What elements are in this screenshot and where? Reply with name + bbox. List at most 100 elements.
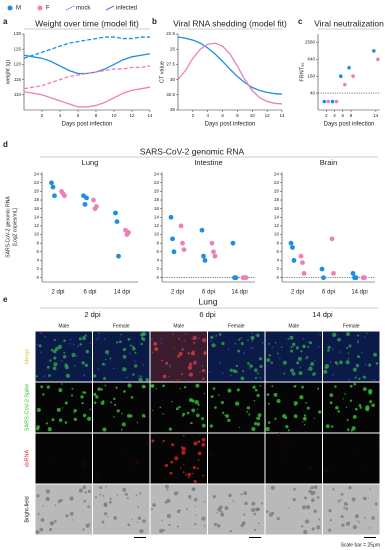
micrograph-detail (371, 403, 375, 408)
x-tick-label: 6 dpi (83, 290, 96, 296)
x-tick-label: 6 (342, 113, 345, 118)
micrograph-detail (171, 400, 173, 403)
micrograph-detail (104, 384, 107, 387)
micrograph-detail (83, 500, 86, 503)
micrograph-detail (323, 369, 328, 374)
micrograph-detail (162, 374, 167, 379)
micrograph-detail (164, 463, 169, 468)
micrograph-detail (151, 508, 154, 511)
micrograph-detail (253, 422, 258, 426)
micrograph-detail (182, 412, 186, 416)
micrograph-detail (99, 493, 102, 496)
micrograph-detail (106, 516, 109, 518)
micrograph-detail (57, 499, 62, 504)
micrograph-detail (50, 348, 54, 352)
micrograph-detail (369, 400, 373, 404)
micrograph-detail (84, 363, 89, 367)
y-tick-label: 4 (276, 258, 279, 263)
micrograph-detail (83, 374, 86, 377)
chart-title: Viral neutralization (314, 18, 384, 28)
y-tick-label: 160 (307, 73, 315, 78)
micrograph-detail (232, 500, 235, 502)
micrograph-detail (195, 514, 198, 517)
micrograph-detail (330, 425, 334, 428)
micrograph-detail (349, 384, 353, 388)
micrograph-detail (317, 345, 320, 348)
micrograph-detail (270, 361, 274, 365)
micrograph-detail (347, 358, 350, 360)
micrograph-detail (70, 338, 72, 341)
point (201, 253, 206, 259)
micrograph-detail (268, 342, 271, 345)
micrograph-detail (254, 388, 258, 392)
micrograph-detail (348, 378, 351, 381)
micrograph-detail (359, 406, 362, 409)
micrograph-detail (345, 406, 348, 408)
micrograph-detail (261, 341, 264, 344)
micrograph-detail (188, 374, 190, 376)
micrograph-detail (259, 357, 263, 361)
micrograph-detail (214, 406, 217, 409)
micrograph-detail (97, 337, 100, 339)
micrograph-detail (222, 372, 224, 375)
x-tick-label: 10 (250, 113, 256, 118)
micrograph-detail (40, 385, 44, 389)
x-tick-label: 6 (221, 113, 224, 118)
micrograph-detail (358, 377, 361, 380)
micrograph-detail (101, 520, 105, 524)
y-tick-label: 120 (13, 62, 21, 67)
micrograph (93, 382, 150, 433)
micrograph-detail (368, 365, 370, 368)
micrograph-detail (245, 477, 248, 480)
micrograph (323, 484, 380, 535)
micrograph-detail (308, 489, 312, 493)
legend-marker (7, 5, 13, 11)
x-tick-label: 14 dpi (231, 290, 247, 296)
y-tick-label: 115 (14, 77, 22, 82)
micrograph-detail (357, 355, 360, 359)
micrograph-detail (313, 491, 316, 494)
line-series (23, 36, 150, 59)
micrograph-detail (216, 512, 218, 514)
micrograph-detail (360, 351, 363, 354)
micrograph-detail (78, 337, 82, 341)
micrograph-detail (349, 399, 353, 402)
y-tick-label: 6 (276, 249, 279, 254)
chart-title: Weight over time (model fit) (35, 18, 139, 28)
micrograph-detail (132, 374, 135, 377)
micrograph-detail (101, 362, 105, 366)
micrograph-detail (53, 362, 58, 367)
micrograph-detail (353, 382, 357, 386)
micrograph-detail (257, 413, 262, 418)
micrograph-detail (362, 387, 367, 392)
micrograph-detail (192, 487, 196, 491)
micrograph-detail (221, 341, 225, 346)
micrograph-detail (96, 472, 100, 477)
micrograph-detail (162, 384, 165, 388)
micrograph-detail (253, 528, 257, 532)
micrograph-detail (83, 391, 87, 394)
micrograph-detail (100, 401, 105, 405)
micrograph-detail (45, 496, 50, 502)
micrograph-detail (177, 354, 181, 358)
micrograph-detail (337, 337, 341, 342)
micrograph-detail (271, 511, 275, 515)
micrograph-detail (186, 508, 189, 510)
micrograph-detail (274, 417, 277, 420)
micrograph-detail (187, 365, 193, 370)
micrograph-detail (133, 463, 136, 467)
micrograph-detail (311, 527, 315, 531)
y-tick-label: 2 (36, 266, 39, 271)
micrograph-detail (327, 345, 331, 349)
y-tick-label: 12 (154, 223, 160, 228)
micrograph-detail (201, 516, 206, 521)
micrograph-detail (154, 347, 159, 352)
y-tick-label: 12 (34, 223, 40, 228)
micrograph-detail (178, 351, 183, 356)
point (321, 275, 326, 281)
micrograph-detail (187, 476, 190, 479)
micrograph-detail (237, 349, 241, 353)
micrograph-detail (303, 496, 307, 500)
point (168, 214, 174, 220)
